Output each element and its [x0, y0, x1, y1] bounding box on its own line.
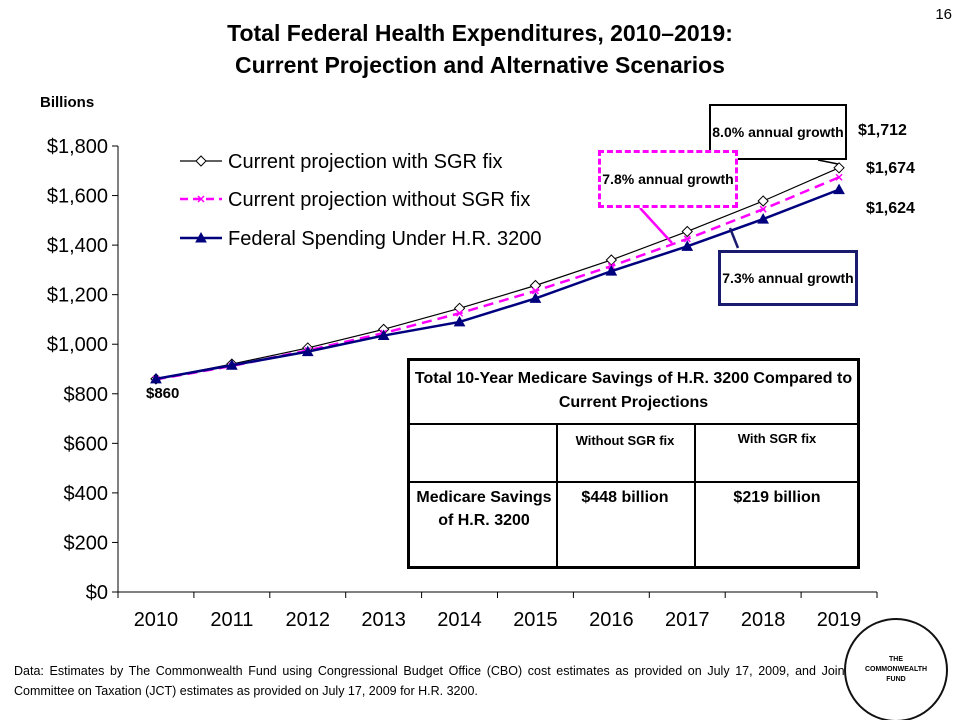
y-tick-label: $400: [64, 483, 109, 505]
end-value-with-sgr-fix: $1,712: [858, 122, 907, 139]
series-line-current-projection-with-sgr-fix: [155, 167, 840, 380]
y-tick-label: $1,000: [47, 334, 108, 356]
data-point-current-projection-without-sgr-fix: [531, 287, 539, 295]
data-point-federal-spending-under-h-r-3200: [757, 213, 769, 224]
x-tick-label: 2013: [361, 609, 406, 631]
data-point-federal-spending-under-h-r-3200: [681, 240, 694, 251]
callout-78-connector: [639, 207, 673, 244]
y-tick-label: $1,600: [47, 186, 108, 208]
table-title: Total 10-Year Medicare Savings of H.R. 3…: [414, 370, 853, 411]
x-tick-label: 2014: [437, 609, 482, 631]
legend-label-current-projection-with-sgr-fix: Current projection with SGR fix: [228, 151, 503, 173]
y-axis-unit-label: Billions: [40, 94, 95, 111]
table-divider-top: [410, 423, 857, 425]
legend-label-current-projection-without-sgr-fix: Current projection without SGR fix: [228, 189, 530, 211]
x-tick-label: 2018: [741, 609, 786, 631]
legend-label-federal-spending-under-h-r-3200: Federal Spending Under H.R. 3200: [228, 228, 542, 250]
callout-80-connector: [817, 159, 839, 165]
legend-marker-current-projection-with-sgr-fix: [195, 155, 207, 167]
y-tick-label: $1,400: [47, 235, 108, 257]
x-tick-label: 2011: [210, 609, 253, 631]
data-point-current-projection-with-sgr-fix: [833, 162, 845, 174]
x-tick-label: 2017: [665, 609, 710, 631]
data-point-federal-spending-under-h-r-3200: [453, 315, 466, 327]
legend-marker-current-projection-without-sgr-fix: [197, 195, 205, 203]
data-point-federal-spending-under-h-r-3200: [833, 183, 845, 195]
data-point-current-projection-with-sgr-fix: [757, 195, 769, 207]
y-tick-label: $1,800: [47, 136, 108, 158]
medicare-savings-table: Total 10-Year Medicare Savings of H.R. 3…: [407, 358, 860, 569]
commonwealth-fund-logo: THE COMMONWEALTH FUND: [846, 620, 946, 720]
table-divider-col-1: [556, 423, 558, 566]
table-cell-without-sgr: $448 billion: [581, 489, 669, 506]
data-point-current-projection-with-sgr-fix: [681, 225, 693, 238]
chart-title-line-2: Current Projection and Alternative Scena…: [235, 52, 725, 78]
x-tick-label: 2016: [589, 609, 634, 631]
source-note: Data: Estimates by The Commonwealth Fund…: [14, 664, 848, 698]
table-col-header-with-sgr: With SGR fix: [737, 431, 817, 446]
end-value-hr3200: $1,624: [866, 200, 915, 217]
data-point-federal-spending-under-h-r-3200: [226, 359, 238, 370]
callout-7-8-growth: 7.8% annual growth: [598, 150, 738, 208]
series-line-federal-spending-under-h-r-3200: [155, 188, 840, 381]
data-point-current-projection-without-sgr-fix: [456, 309, 464, 317]
data-point-current-projection-with-sgr-fix: [453, 302, 466, 315]
callout-7-3-growth: 7.3% annual growth: [718, 250, 858, 306]
table-col-header-without-sgr: Without SGR fix: [575, 433, 675, 448]
logo-text: THE COMMONWEALTH FUND: [864, 656, 928, 683]
legend-marker-federal-spending-under-h-r-3200: [195, 231, 207, 243]
data-point-federal-spending-under-h-r-3200: [301, 345, 314, 357]
end-value-without-sgr-fix: $1,674: [866, 160, 915, 177]
data-point-federal-spending-under-h-r-3200: [605, 265, 618, 276]
data-point-current-projection-without-sgr-fix: [759, 205, 767, 213]
chart-title-line-1: Total Federal Health Expenditures, 2010–…: [227, 20, 733, 46]
y-tick-label: $1,200: [47, 285, 108, 307]
start-value-label: $860: [146, 385, 180, 402]
y-tick-label: $0: [86, 582, 108, 604]
x-tick-label: 2015: [513, 609, 558, 631]
slide-number: 16: [935, 6, 952, 23]
x-tick-label: 2012: [286, 609, 331, 631]
x-tick-label: 2010: [134, 609, 179, 631]
y-tick-label: $800: [64, 384, 109, 406]
data-point-federal-spending-under-h-r-3200: [377, 329, 390, 341]
callout-73-connector: [728, 227, 740, 249]
table-cell-with-sgr: $219 billion: [733, 489, 821, 506]
data-point-current-projection-without-sgr-fix: [835, 173, 843, 181]
data-point-current-projection-without-sgr-fix: [683, 235, 691, 243]
data-point-current-projection-with-sgr-fix: [605, 254, 618, 266]
y-tick-label: $200: [64, 532, 109, 554]
table-divider-col-2: [694, 423, 696, 566]
data-point-federal-spending-under-h-r-3200: [150, 372, 162, 384]
data-point-federal-spending-under-h-r-3200: [529, 292, 542, 303]
y-tick-label: $600: [64, 433, 109, 455]
table-divider-middle: [410, 481, 857, 483]
x-tick-label: 2019: [817, 609, 862, 631]
table-row-label: Medicare Savings of H.R. 3200: [416, 489, 552, 530]
